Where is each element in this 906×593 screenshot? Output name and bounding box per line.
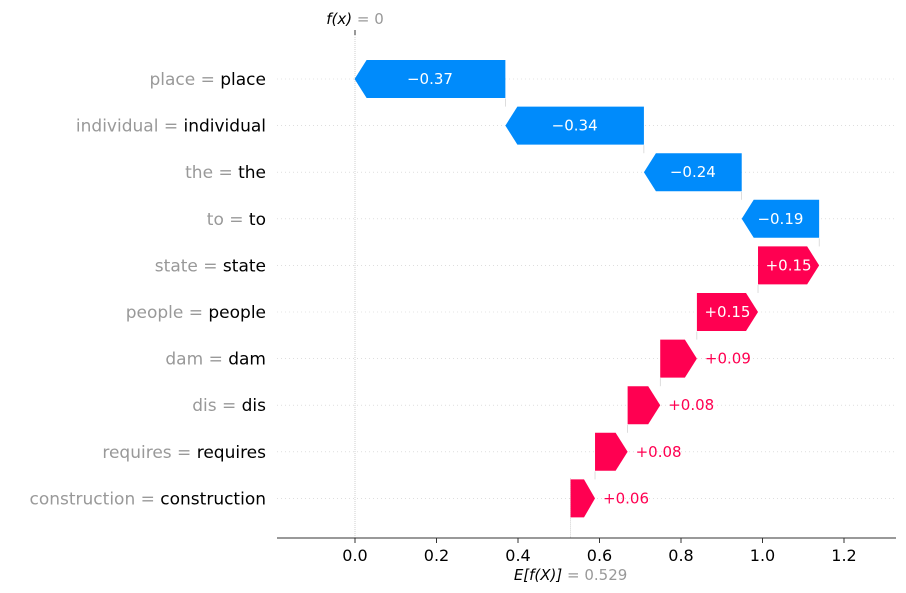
waterfall-bar xyxy=(696,293,759,331)
bar-value-label: +0.08 xyxy=(668,396,714,414)
feature-name: people = xyxy=(126,303,209,323)
feature-name: state = xyxy=(155,256,223,276)
waterfall-bar xyxy=(570,479,596,518)
feature-value: requires xyxy=(197,443,266,463)
waterfall-bar xyxy=(627,386,661,425)
feature-name: place = xyxy=(149,70,220,90)
feature-value: people xyxy=(208,303,266,323)
feature-label: the = the xyxy=(185,163,266,183)
feature-label: requires = requires xyxy=(102,443,266,463)
waterfall-bar xyxy=(505,106,644,145)
feature-value: state xyxy=(223,256,266,276)
x-tick-label: 0.2 xyxy=(424,546,449,565)
feature-label: to = to xyxy=(207,210,266,230)
feature-value: to xyxy=(249,210,266,230)
feature-label: individual = individual xyxy=(76,117,266,137)
bar-value-label: +0.15 xyxy=(766,256,812,274)
fx-label: f(x) = 0 xyxy=(326,10,384,28)
feature-label: state = state xyxy=(155,256,266,276)
bar-value-label: −0.34 xyxy=(552,117,598,135)
feature-name: dis = xyxy=(192,396,241,416)
waterfall-bar xyxy=(595,432,628,471)
feature-value: dam xyxy=(228,350,266,370)
fx-label-name: f(x) xyxy=(326,10,352,28)
base-label-name: E[f(X)] xyxy=(514,566,563,584)
feature-value: construction xyxy=(160,489,266,509)
feature-value: dis xyxy=(242,396,267,416)
x-tick-label: 0.0 xyxy=(342,546,367,565)
x-tick-label: 1.2 xyxy=(831,546,856,565)
bar-value-label: +0.09 xyxy=(705,350,751,368)
waterfall-bar xyxy=(643,153,742,192)
feature-label: dam = dam xyxy=(165,350,266,370)
base-label-value: = 0.529 xyxy=(562,566,627,584)
feature-label: people = people xyxy=(126,303,266,323)
bar-value-label: −0.37 xyxy=(407,70,453,88)
feature-name: to = xyxy=(207,210,249,230)
bar-value-label: +0.06 xyxy=(603,489,649,507)
feature-label: construction = construction xyxy=(30,489,267,509)
base-value-label: E[f(X)] = 0.529 xyxy=(514,566,628,584)
bar-value-label: +0.15 xyxy=(704,303,750,321)
waterfall-bar xyxy=(741,199,820,238)
feature-label: dis = dis xyxy=(192,396,266,416)
fx-label-value: = 0 xyxy=(352,10,384,28)
bar-value-label: +0.08 xyxy=(636,443,682,461)
bar-value-label: −0.24 xyxy=(670,163,716,181)
x-tick-label: 0.8 xyxy=(668,546,693,565)
x-tick-label: 0.4 xyxy=(505,546,530,565)
feature-value: individual xyxy=(183,117,266,137)
feature-name: construction = xyxy=(30,489,161,509)
x-tick-label: 1.0 xyxy=(750,546,775,565)
feature-value: place xyxy=(220,70,266,90)
feature-value: the xyxy=(238,163,266,183)
feature-name: individual = xyxy=(76,117,184,137)
waterfall-bar xyxy=(660,339,697,378)
x-tick-label: 0.6 xyxy=(587,546,612,565)
feature-name: the = xyxy=(185,163,238,183)
waterfall-bar xyxy=(354,60,506,98)
feature-name: requires = xyxy=(102,443,196,463)
feature-label: place = place xyxy=(149,70,266,90)
feature-name: dam = xyxy=(165,350,228,370)
bar-value-label: −0.19 xyxy=(757,210,803,228)
waterfall-bar xyxy=(758,246,820,285)
